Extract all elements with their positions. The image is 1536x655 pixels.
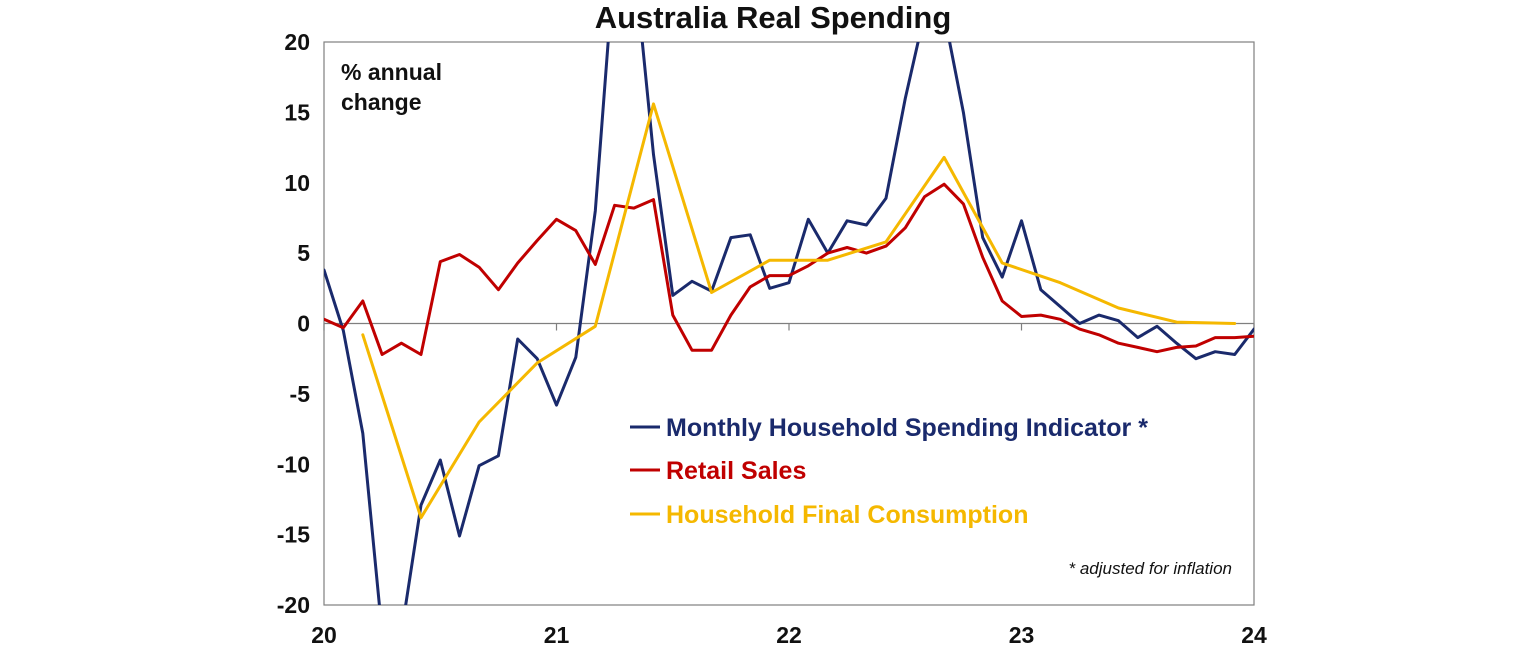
y-tick-label: 0 <box>297 311 310 337</box>
chart-title: Australia Real Spending <box>595 0 952 35</box>
y-tick-label: 15 <box>284 99 310 125</box>
series-line-3 <box>361 102 1237 520</box>
y-tick-label: -20 <box>277 592 310 618</box>
y-tick-label: -10 <box>277 451 310 477</box>
series-layer <box>324 42 1254 605</box>
x-axis-ticks: 20 21 22 23 24 <box>311 323 1267 648</box>
y-tick-label: 10 <box>284 170 310 196</box>
legend-label-monthly-indicator: Monthly Household Spending Indicator * <box>666 414 1148 442</box>
legend: Monthly Household Spending Indicator * R… <box>630 414 1148 529</box>
x-tick-label: 23 <box>1009 622 1035 648</box>
y-tick-label: 20 <box>284 29 310 55</box>
x-tick-label: 21 <box>544 622 570 648</box>
y-tick-label: 5 <box>297 240 310 266</box>
series-line-1 <box>324 42 1254 605</box>
footnote: * adjusted for inflation <box>1069 559 1233 578</box>
y-tick-label: -15 <box>277 522 310 548</box>
legend-label-household-consumption: Household Final Consumption <box>666 501 1028 529</box>
y-axis-unit-line-1: % annual <box>341 59 442 85</box>
x-tick-label: 20 <box>311 622 337 648</box>
series-line-2 <box>324 182 1254 356</box>
y-axis-unit-label: % annual change <box>341 59 448 115</box>
y-axis-ticks: 20 15 10 5 0 -5 -10 -15 -20 <box>277 29 310 618</box>
legend-label-retail-sales: Retail Sales <box>666 457 806 485</box>
y-axis-unit-line-2: change <box>341 89 422 115</box>
y-tick-label: -5 <box>290 381 311 407</box>
x-tick-label: 24 <box>1241 622 1267 648</box>
x-tick-label: 22 <box>776 622 802 648</box>
